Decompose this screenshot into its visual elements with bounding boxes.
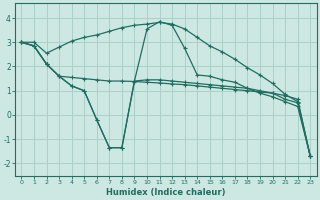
X-axis label: Humidex (Indice chaleur): Humidex (Indice chaleur)	[106, 188, 226, 197]
